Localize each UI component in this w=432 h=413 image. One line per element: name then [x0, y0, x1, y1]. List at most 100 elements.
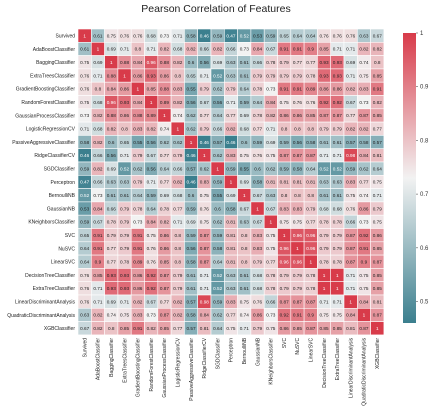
heatmap-cell: [91, 108, 105, 123]
heatmap-cell: [343, 41, 358, 56]
heatmap-cell: [197, 55, 212, 70]
heatmap-cell: [250, 321, 265, 336]
heatmap-cell: [77, 81, 92, 96]
heatmap-cell: [224, 55, 238, 70]
heatmap-cell: [303, 201, 318, 216]
heatmap-cell: [224, 254, 238, 269]
heatmap-cell: [77, 307, 92, 322]
heatmap-cell: [184, 68, 198, 83]
heatmap-cell: [170, 281, 185, 296]
chart-title: Pearson Correlation of Features: [141, 3, 291, 15]
heatmap-cell: [330, 281, 345, 296]
heatmap-cell: [343, 281, 358, 296]
heatmap-cell: [330, 135, 345, 149]
heatmap-cell: [277, 55, 292, 70]
heatmap-cells: 1 0.61 0.75 0.76 0.76 0.68 0.73 0.71 0.58 0.46 0.5…: [77, 28, 385, 336]
column-tick-label: RidgeClassifierCV: [202, 337, 208, 378]
heatmap-cell: [250, 55, 265, 70]
heatmap-cell: [104, 228, 119, 243]
heatmap-cell: [91, 41, 105, 56]
heatmap-cell: [370, 28, 385, 43]
heatmap-cell: [250, 41, 265, 56]
column-tick-label: AdaBoostClassifier: [96, 338, 102, 381]
heatmap-cell: [250, 175, 265, 189]
heatmap-cell: [170, 254, 185, 269]
heatmap-cell: [184, 321, 198, 336]
heatmap-cell: [170, 95, 185, 110]
heatmap-cell: [91, 281, 105, 296]
heatmap-cell: [197, 108, 212, 123]
heatmap-cell: [144, 321, 159, 336]
heatmap-cell: [263, 241, 278, 256]
heatmap-cell: [130, 41, 145, 56]
heatmap-cell: [237, 175, 252, 189]
row-tick-label: KNeighborsClassifier: [28, 220, 75, 226]
heatmap-cell: [290, 201, 305, 216]
heatmap-cell: [224, 28, 238, 43]
column-tick-label: ExtraTreeClassifier: [335, 338, 341, 381]
heatmap-cell: [104, 95, 119, 110]
row-tick-label: GaussianProcessClassifier: [15, 113, 75, 119]
heatmap-cell: [184, 294, 198, 309]
heatmap-cell: [157, 135, 172, 149]
heatmap-cell: [290, 161, 305, 176]
heatmap-cell: [356, 201, 371, 216]
heatmap-cell: [277, 228, 292, 243]
column-tick-label: QuadraticDiscriminantAnalysis: [362, 337, 368, 405]
heatmap-cell: [263, 201, 278, 216]
heatmap-cell: [144, 95, 159, 110]
heatmap-cell: [237, 108, 252, 123]
heatmap-cell: [250, 95, 265, 110]
heatmap-cell: [130, 135, 145, 149]
heatmap-cell: [117, 281, 132, 296]
heatmap-cell: [303, 228, 318, 243]
heatmap-cell: [303, 68, 318, 83]
heatmap-cell: [370, 135, 385, 149]
heatmap-cell: [263, 135, 278, 149]
heatmap-cell: [91, 188, 105, 203]
heatmap-cell: [303, 108, 318, 123]
heatmap-cell: [184, 95, 198, 110]
heatmap-cell: [277, 241, 292, 256]
heatmap-cell: [330, 201, 345, 216]
heatmap-cell: [144, 281, 159, 296]
heatmap-cell: [303, 55, 318, 70]
heatmap-cell: [250, 201, 265, 216]
heatmap-cell: [237, 95, 252, 110]
heatmap-cell: [330, 214, 345, 229]
heatmap-cell: [277, 175, 292, 189]
heatmap-cell: [91, 121, 105, 136]
heatmap-cell: [237, 188, 252, 203]
heatmap-cell: [237, 161, 252, 176]
heatmap-cell: [210, 307, 225, 322]
row-tick-label: DecisionTreeClassifier: [25, 273, 75, 279]
heatmap-cell: [104, 121, 119, 136]
heatmap-cell: [77, 108, 92, 123]
heatmap-cell: [277, 95, 292, 110]
heatmap-cell: [263, 281, 278, 296]
heatmap-cell: [303, 214, 318, 229]
heatmap-cell: [117, 201, 132, 216]
heatmap-cell: [343, 161, 358, 176]
heatmap-cell: [130, 175, 145, 189]
heatmap-cell: [117, 175, 132, 189]
heatmap-cell: [330, 108, 345, 123]
heatmap-cell: [224, 161, 238, 176]
heatmap-cell: [303, 254, 318, 269]
heatmap-cell: [356, 41, 371, 56]
heatmap-cell: [91, 175, 105, 189]
heatmap-cell: [290, 188, 305, 203]
heatmap-cell: [130, 254, 145, 269]
heatmap-cell: [144, 148, 159, 163]
heatmap-cell: [356, 148, 371, 163]
heatmap-cell: [263, 254, 278, 269]
heatmap-cell: [104, 254, 119, 269]
row-tick-label: BernoulliNB: [49, 193, 76, 199]
heatmap-cell: [197, 228, 212, 243]
heatmap-cell: [104, 281, 119, 296]
heatmap-cell: [343, 307, 358, 322]
heatmap-cell: [330, 81, 345, 96]
heatmap-cell: [157, 188, 172, 203]
heatmap-cell: [250, 281, 265, 296]
heatmap-cell: [224, 228, 238, 243]
